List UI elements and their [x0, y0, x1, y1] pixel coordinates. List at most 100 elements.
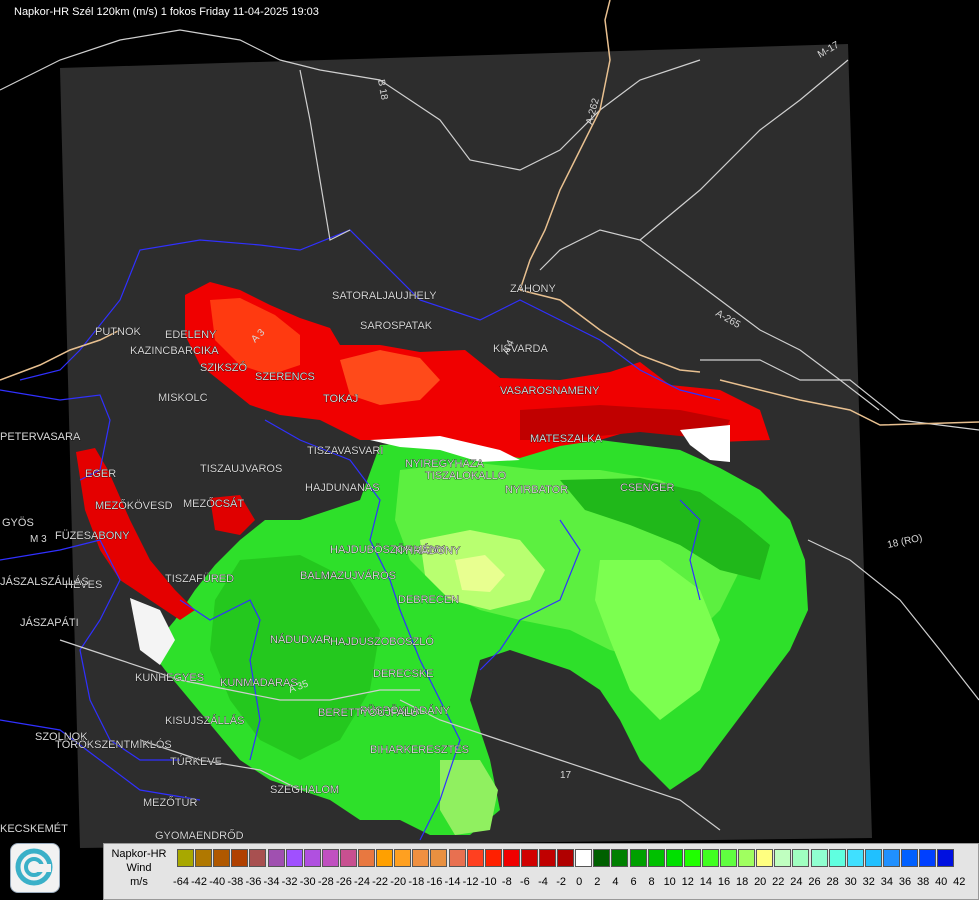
- city-label: NYIRBATOR: [505, 484, 568, 496]
- city-label: SZERENCS: [255, 371, 315, 383]
- city-label: TISZAFÜRED: [165, 573, 234, 585]
- city-label: JÁSZALSZÁLLÁS: [0, 575, 89, 588]
- city-label: KECSKEMÉT: [0, 822, 68, 835]
- legend-swatch: [882, 849, 900, 867]
- city-label: NÁDUDVAR: [270, 633, 331, 646]
- legend-tick-label: 22: [772, 876, 785, 888]
- city-label: BIHARKERESZTES: [370, 744, 469, 756]
- legend-swatch: [303, 849, 321, 867]
- legend-tick-label: 24: [790, 876, 803, 888]
- legend-swatch: [683, 849, 701, 867]
- city-label: KISVARDA: [493, 343, 548, 355]
- road-label: M 3: [30, 534, 47, 545]
- legend-tick-label: -6: [520, 876, 530, 888]
- legend-swatch: [557, 849, 575, 867]
- legend-tick-label: 28: [826, 876, 839, 888]
- legend-tick-label: -42: [191, 876, 208, 888]
- legend-label: Napkor-HR Wind m/s: [104, 847, 174, 889]
- city-label: DERECSKE: [373, 668, 434, 680]
- legend-swatch: [919, 849, 937, 867]
- legend-tick-label: -12: [462, 876, 479, 888]
- legend-tick-label: 4: [612, 876, 619, 888]
- legend-swatch: [611, 849, 629, 867]
- city-label: KAZINCBARCIKA: [130, 345, 219, 357]
- legend-swatch: [358, 849, 375, 867]
- legend-swatch: [213, 849, 231, 867]
- legend-tick-label: 0: [576, 876, 583, 888]
- legend-swatch: [738, 849, 756, 867]
- state-border: [0, 0, 979, 426]
- legend-tick-label: -20: [390, 876, 407, 888]
- legend-tick-label: 12: [681, 876, 694, 888]
- legend-swatch: [756, 849, 774, 867]
- city-label: BALMAZUJVÁROS: [300, 569, 396, 582]
- city-label: KISUJSZÁLLÁS: [165, 714, 244, 727]
- city-label: SAROSPATAK: [360, 320, 433, 332]
- legend-tick-label: -38: [227, 876, 244, 888]
- legend-swatch: [774, 849, 792, 867]
- city-label: GYÖS: [2, 517, 34, 529]
- city-label: TISZALOKALLO: [425, 470, 507, 482]
- legend-swatch: [593, 849, 611, 867]
- city-label: BERETTYÓUJFALU: [318, 706, 418, 719]
- city-label: TISZAVASVARI: [307, 445, 383, 457]
- city-label: PÜSPÖKLADÁNY: [360, 704, 451, 717]
- legend-swatch: [846, 849, 864, 867]
- legend-tick-label: 18: [735, 876, 749, 888]
- city-label: FÜZESABONY: [55, 530, 130, 542]
- city-label: MEZŐTÚR: [143, 795, 197, 809]
- road-label: 17: [560, 770, 572, 781]
- city-label: MEZŐKÖVESD: [95, 498, 173, 512]
- legend-tick-label: -36: [245, 876, 262, 888]
- legend-title: Napkor-HR: [111, 848, 167, 860]
- legend-swatch: [249, 849, 267, 867]
- legend-tick-label: 32: [862, 876, 875, 888]
- legend-swatch: [901, 849, 918, 867]
- city-label: SZEGHALOM: [270, 784, 339, 796]
- legend-swatch: [629, 849, 647, 867]
- legend-swatch: [720, 849, 737, 867]
- city-label: JÁSZAPÁTI: [20, 616, 79, 629]
- legend-tick-label: -18: [408, 876, 425, 888]
- city-label: CSENGER: [620, 482, 674, 494]
- legend-tick-label: 34: [880, 876, 894, 888]
- legend-swatch: [267, 849, 285, 867]
- legend-tick-label: 42: [953, 876, 966, 888]
- legend-swatch: [231, 849, 249, 867]
- legend-tick-label: 26: [808, 876, 821, 888]
- legend-tick-label: -32: [281, 876, 298, 888]
- legend-tick-label: -4: [538, 876, 548, 888]
- legend-tick-label: 14: [699, 876, 713, 888]
- admin-borders: [0, 29, 979, 831]
- city-label: GYOMAENDRŐD: [155, 828, 244, 842]
- city-label: EGER: [85, 468, 116, 480]
- city-label: PETERVASARA: [0, 431, 81, 443]
- legend-tick-label: 36: [898, 876, 912, 888]
- city-label: TÖRÖKSZENTMIKLÓS: [55, 738, 172, 751]
- legend-swatch: [810, 849, 828, 867]
- legend-swatch: [484, 849, 502, 867]
- legend-tick-label: -22: [372, 876, 389, 888]
- city-label: HAJDUBÖSZÖRMÉNY: [330, 543, 446, 556]
- city-label: HAJDUSZOBOSZLÓ: [330, 635, 434, 648]
- city-label: KUNHEGYES: [135, 672, 204, 684]
- legend-swatch: [937, 849, 955, 867]
- green-wind-echoes: [150, 440, 808, 835]
- city-label: NYIREGYHAZA: [405, 458, 485, 470]
- city-label: EDELENY: [165, 329, 217, 341]
- legend-tick-label: 20: [754, 876, 767, 888]
- legend-tick-label: -64: [173, 876, 189, 888]
- city-label: SATORALJAUJHELY: [332, 290, 437, 302]
- legend-swatch: [502, 849, 520, 867]
- legend-swatch: [665, 849, 683, 867]
- city-label: ZAHONY: [510, 283, 557, 295]
- city-label: MISKOLC: [158, 392, 208, 404]
- legend-tick-label: 16: [717, 876, 731, 888]
- city-label: KUNMADARAS: [220, 677, 298, 689]
- legend-swatch: [792, 849, 810, 867]
- legend-swatch: [701, 849, 719, 867]
- legend-swatch: [520, 849, 538, 867]
- legend-unit: m/s: [130, 876, 148, 888]
- city-label: MEZŐCSÁT: [183, 496, 244, 510]
